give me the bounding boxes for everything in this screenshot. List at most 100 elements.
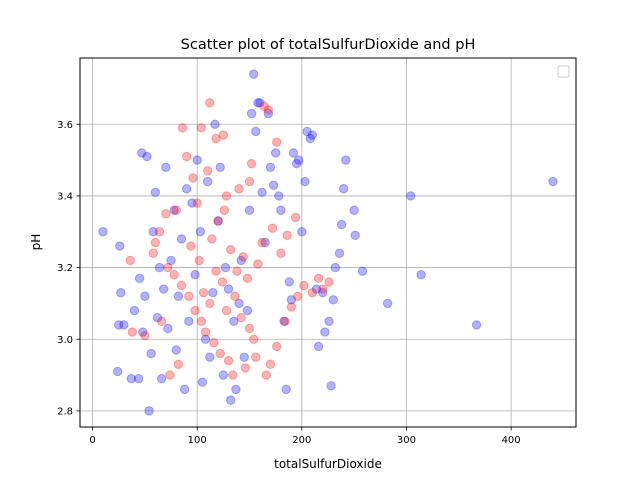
- scatter-point-series-2: [215, 348, 225, 359]
- scatter-point-series-1: [225, 395, 236, 405]
- scatter-point-series-1: [116, 287, 126, 298]
- scatter-point-series-2: [190, 305, 200, 316]
- scatter-point-series-2: [324, 277, 334, 287]
- scatter-point-series-1: [416, 270, 426, 280]
- y-tick-label: 2.8: [57, 406, 73, 417]
- scatter-point-series-1: [286, 295, 297, 305]
- scatter-point-series-2: [173, 359, 184, 370]
- scatter-point-series-1: [154, 262, 165, 273]
- scatter-point-series-1: [150, 187, 161, 198]
- scatter-point-series-1: [220, 262, 231, 273]
- scatter-point-series-2: [177, 123, 188, 133]
- x-tick-label: 300: [397, 435, 416, 446]
- scatter-point-series-1: [161, 162, 171, 172]
- scatter-point-series-1: [274, 191, 284, 201]
- scatter-point-series-2: [251, 352, 261, 362]
- scatter-point-series-1: [202, 176, 213, 187]
- scatter-point-series-1: [187, 198, 197, 208]
- scatter-point-series-2: [188, 173, 198, 183]
- scatter-point-series-1: [213, 216, 223, 226]
- scatter-point-series-1: [257, 187, 267, 198]
- scatter-point-series-1: [300, 176, 310, 187]
- scatter-point-series-2: [171, 205, 181, 215]
- scatter-point-series-1: [152, 313, 163, 323]
- scatter-point-series-1: [326, 381, 336, 391]
- scatter-point-series-1: [234, 298, 244, 309]
- scatter-point-series-1: [197, 377, 208, 387]
- scatter-point-series-1: [137, 148, 147, 158]
- scatter-point-series-2: [184, 291, 194, 301]
- scatter-point-series-1: [163, 323, 173, 334]
- scatter-point-series-2: [290, 212, 301, 223]
- y-tick-label: 3.2: [57, 263, 73, 274]
- scatter-point-series-2: [154, 227, 165, 237]
- scatter-point-series-1: [284, 277, 294, 287]
- scatter-point-series-2: [211, 133, 221, 144]
- scatter-point-series-2: [217, 277, 228, 287]
- scatter-point-series-2: [196, 123, 207, 133]
- scatter-point-series-1: [320, 327, 330, 337]
- y-axis-label: pH: [29, 234, 43, 251]
- scatter-point-series-1: [229, 316, 239, 327]
- scatter-point-series-1: [382, 298, 393, 309]
- scatter-point-series-2: [228, 370, 238, 380]
- scatter-point-series-1: [138, 327, 148, 337]
- scatter-point-series-2: [194, 255, 204, 266]
- scatter-point-series-2: [244, 323, 255, 334]
- scatter-point-series-1: [173, 291, 184, 301]
- scatter-point-series-2: [125, 255, 135, 266]
- scatter-point-series-1: [146, 348, 156, 359]
- scatter-point-series-1: [171, 345, 181, 355]
- scatter-point-series-1: [334, 248, 345, 258]
- scatter-point-series-2: [232, 266, 242, 276]
- scatter-point-series-2: [213, 216, 223, 226]
- scatter-point-series-1: [291, 158, 302, 169]
- scatter-point-series-1: [318, 287, 328, 298]
- scatter-point-series-1: [244, 205, 255, 215]
- x-tick-label: 400: [502, 435, 521, 446]
- scatter-point-series-2: [219, 205, 230, 215]
- x-tick-label: 100: [188, 435, 207, 446]
- scatter-point-series-1: [276, 205, 286, 215]
- scatter-point-series-1: [311, 284, 322, 294]
- scatter-point-series-1: [215, 162, 225, 172]
- scatter-point-series-1: [268, 180, 279, 190]
- scatter-point-series-2: [223, 356, 234, 366]
- scatter-point-series-2: [225, 244, 236, 255]
- scatter-point-series-1: [223, 284, 234, 294]
- scatter-point-series-1: [336, 219, 347, 230]
- scatter-point-series-1: [294, 155, 304, 165]
- scatter-point-series-1: [114, 320, 124, 330]
- scatter-point-series-1: [471, 320, 482, 330]
- scatter-point-series-1: [253, 98, 263, 108]
- scatter-point-series-1: [192, 155, 202, 165]
- scatter-point-series-1: [239, 352, 249, 362]
- scatter-point-series-2: [263, 105, 274, 115]
- x-tick-label: 200: [292, 435, 311, 446]
- scatter-point-series-1: [140, 291, 150, 301]
- scatter-point-series-2: [259, 101, 269, 112]
- scatter-point-series-2: [202, 166, 213, 176]
- scatter-point-series-2: [240, 363, 251, 373]
- scatter-point-series-2: [200, 327, 211, 337]
- scatter-point-series-1: [548, 176, 558, 187]
- scatter-point-series-1: [98, 227, 108, 237]
- legend-box: [557, 65, 570, 78]
- grid: [80, 58, 576, 427]
- scatter-point-series-1: [350, 230, 360, 241]
- scatter-point-series-1: [279, 316, 289, 327]
- scatter-point-series-1: [246, 108, 257, 119]
- x-axis-label: totalSulfurDioxide: [274, 457, 382, 471]
- scatter-point-series-1: [182, 184, 192, 194]
- scatter-point-series-1: [115, 241, 125, 251]
- scatter-point-series-2: [211, 266, 221, 276]
- scatter-point-series-1: [159, 284, 169, 294]
- scatter-point-series-2: [230, 291, 240, 301]
- scatter-point-series-2: [196, 316, 207, 327]
- scatter-point-series-1: [328, 295, 338, 305]
- scatter-point-series-2: [165, 370, 175, 380]
- scatter-point-series-1: [242, 305, 253, 316]
- scatter-point-series-1: [126, 373, 136, 384]
- scatter-point-series-2: [182, 151, 192, 162]
